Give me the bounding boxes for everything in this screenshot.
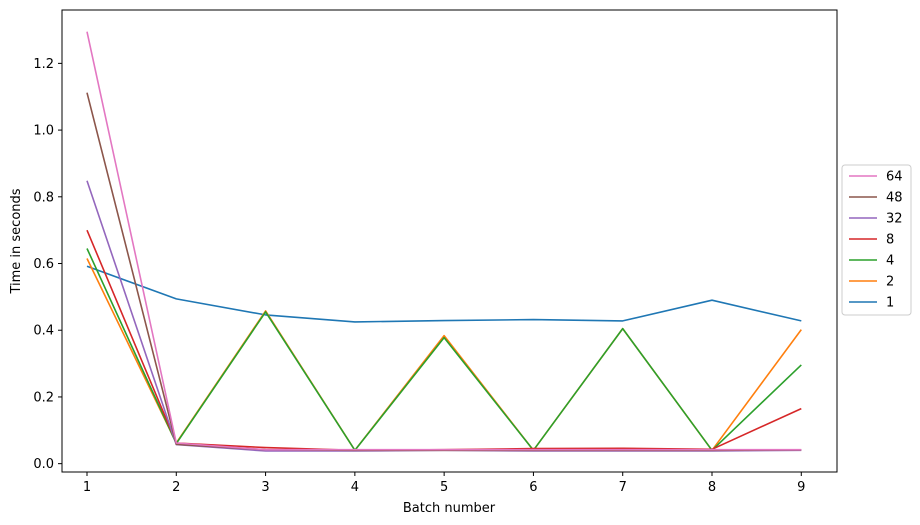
legend-frame — [841, 164, 912, 316]
y-axis-ticks: 0.0 0.2 0.4 0.6 0.8 1.0 1.2 — [33, 57, 62, 472]
x-tick-label: 8 — [708, 480, 716, 495]
series-line-64 — [86, 31, 802, 451]
legend-label-32: 32 — [886, 212, 903, 227]
x-tick-label: 3 — [261, 480, 269, 495]
legend-label-2: 2 — [886, 275, 894, 290]
x-tick-label: 9 — [797, 480, 805, 495]
x-axis-label: Batch number — [403, 501, 496, 516]
legend-label-64: 64 — [886, 170, 903, 185]
plot-frame — [61, 9, 838, 473]
legend-label-48: 48 — [886, 191, 903, 206]
x-tick-label: 2 — [172, 480, 180, 495]
x-axis-ticks: 1 2 3 4 5 6 7 8 9 — [83, 472, 805, 495]
x-tick-label: 6 — [529, 480, 537, 495]
series-line-4 — [86, 248, 802, 452]
x-tick-label: 1 — [83, 480, 91, 495]
series-lines — [86, 31, 802, 452]
legend-label-8: 8 — [886, 233, 894, 248]
series-line-1 — [86, 265, 802, 323]
x-tick-label: 7 — [619, 480, 627, 495]
y-tick-label: 0.0 — [33, 457, 54, 472]
legend-label-1: 1 — [886, 296, 894, 311]
x-tick-label: 5 — [440, 480, 448, 495]
y-tick-label: 1.0 — [33, 124, 54, 139]
legend: 64 48 32 8 4 2 1 — [841, 164, 912, 316]
legend-label-4: 4 — [886, 254, 894, 269]
y-tick-label: 0.6 — [33, 257, 54, 272]
y-axis-label: Time in seconds — [9, 188, 24, 294]
x-tick-label: 4 — [351, 480, 359, 495]
y-tick-label: 0.4 — [33, 324, 54, 339]
y-tick-label: 0.2 — [33, 390, 54, 405]
y-tick-label: 1.2 — [33, 57, 54, 72]
y-tick-label: 0.8 — [33, 190, 54, 205]
